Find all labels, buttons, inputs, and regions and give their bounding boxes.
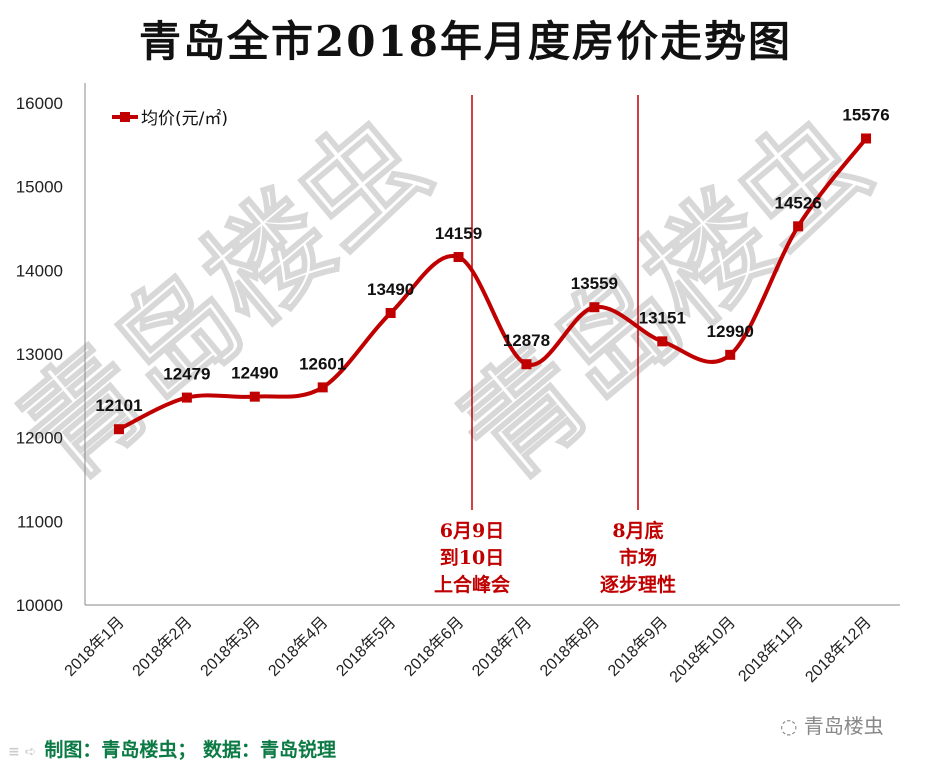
data-point — [249, 391, 260, 402]
annotation-text: 6月9日 — [440, 520, 504, 542]
data-label: 13559 — [571, 274, 618, 293]
data-point — [113, 424, 124, 435]
x-tick-label: 2018年11月 — [735, 613, 807, 685]
data-point — [385, 308, 396, 319]
x-tick-label: 2018年1月 — [61, 613, 128, 680]
data-point — [521, 359, 532, 370]
x-tick-label: 2018年5月 — [333, 613, 400, 680]
chart-title: 青岛全市2018年月度房价走势图 — [139, 17, 792, 66]
data-label: 13490 — [367, 280, 414, 299]
y-tick-label: 13000 — [16, 345, 63, 364]
data-label: 15576 — [842, 105, 889, 124]
data-point — [317, 382, 328, 393]
watermark-1: 青岛楼虫 — [435, 91, 892, 506]
x-tick-label: 2018年7月 — [468, 613, 535, 680]
legend-marker — [120, 112, 130, 122]
data-point — [657, 336, 668, 347]
x-tick-label: 2018年2月 — [129, 613, 196, 680]
y-tick-label: 10000 — [16, 596, 63, 615]
x-tick-label: 2018年3月 — [197, 613, 264, 680]
x-tick-label: 2018年9月 — [604, 613, 671, 680]
wechat-brand: ◌ 青岛楼虫 — [780, 710, 884, 739]
data-label: 12479 — [163, 365, 210, 384]
y-tick-label: 12000 — [16, 429, 63, 448]
footer-credit: ≡ ➪ 制图：青岛楼虫； 数据：青岛锐理 — [8, 735, 336, 762]
data-point — [861, 133, 872, 144]
annotation-text: 逐步理性 — [600, 573, 676, 596]
x-tick-label: 2018年10月 — [666, 613, 739, 686]
y-tick-label: 15000 — [16, 178, 63, 197]
legend-label: 均价(元/㎡) — [141, 109, 228, 129]
x-tick-label: 2018年12月 — [802, 613, 875, 686]
data-point — [181, 392, 192, 403]
data-label: 14526 — [774, 193, 821, 212]
data-label: 12101 — [95, 396, 142, 415]
credit-text: 制图：青岛楼虫； 数据：青岛锐理 — [44, 739, 336, 761]
x-tick-label: 2018年6月 — [401, 613, 468, 680]
menu-icon: ≡ ➪ — [8, 744, 37, 760]
annotation-text: 8月底 — [612, 519, 663, 542]
data-label: 12490 — [231, 364, 278, 383]
annotation-text: 上合峰会 — [434, 573, 510, 596]
data-label: 12601 — [299, 354, 346, 373]
data-point — [589, 302, 600, 313]
annotation-text: 到10日 — [440, 547, 504, 569]
annotation-text: 市场 — [619, 546, 657, 569]
y-tick-label: 14000 — [16, 261, 63, 280]
wechat-icon: ◌ — [780, 714, 804, 738]
data-label: 13151 — [639, 308, 686, 327]
data-label: 14159 — [435, 224, 482, 243]
data-label: 12878 — [503, 331, 550, 350]
data-point — [453, 252, 464, 263]
x-tick-label: 2018年4月 — [265, 613, 332, 680]
y-tick-label: 11000 — [17, 512, 63, 531]
y-tick-label: 16000 — [16, 94, 63, 113]
brand-text: 青岛楼虫 — [803, 714, 884, 738]
x-tick-label: 2018年8月 — [536, 613, 603, 680]
data-label: 12990 — [707, 322, 754, 341]
data-point — [725, 349, 736, 360]
data-point — [793, 221, 804, 232]
